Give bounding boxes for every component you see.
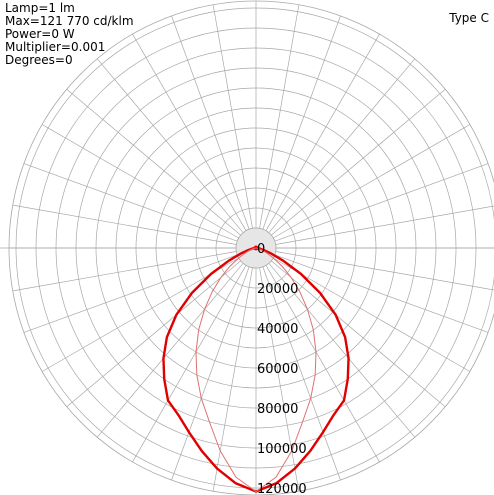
- type-label: Type C: [448, 11, 489, 25]
- grid-spoke: [96, 58, 244, 233]
- grid-spoke: [273, 257, 471, 372]
- grid-spoke: [41, 257, 239, 372]
- info-degrees: Degrees=0: [5, 53, 73, 67]
- grid-spoke: [274, 254, 489, 333]
- grid-spoke: [23, 163, 238, 242]
- grid-spoke: [268, 263, 416, 438]
- grid-spoke: [23, 254, 238, 333]
- grid-spoke: [273, 124, 471, 239]
- grid-spoke: [12, 251, 237, 292]
- grid-spoke: [41, 124, 239, 239]
- radial-tick-label: 20000: [257, 282, 298, 297]
- grid-spoke: [262, 15, 341, 230]
- radial-tick-label: 120000: [257, 482, 307, 495]
- info-lamp: Lamp=1 lm: [5, 1, 75, 15]
- grid-spoke: [96, 263, 244, 438]
- info-multiplier: Multiplier=0.001: [5, 40, 105, 54]
- grid-spoke: [259, 4, 300, 229]
- radial-tick-label: 0: [257, 242, 265, 257]
- grid-spoke: [268, 58, 416, 233]
- radial-tick-label: 100000: [257, 442, 307, 457]
- grid-spoke: [271, 88, 446, 236]
- grid-spoke: [171, 15, 250, 230]
- grid-spoke: [265, 33, 380, 231]
- grid-spoke: [212, 4, 253, 229]
- radial-tick-label: 40000: [257, 322, 298, 337]
- info-max: Max=121 770 cd/klm: [5, 14, 134, 28]
- radial-tick-label: 80000: [257, 402, 298, 417]
- grid-spoke: [132, 33, 247, 231]
- grid-spoke: [265, 265, 380, 463]
- grid-spoke: [275, 205, 494, 245]
- grid-spoke: [66, 88, 241, 236]
- grid-spoke: [171, 266, 250, 481]
- grid-spoke: [132, 265, 247, 463]
- grid-spoke: [271, 260, 446, 408]
- radial-tick-label: 60000: [257, 362, 298, 377]
- intensity-curves: [162, 246, 350, 493]
- grid-spoke: [274, 163, 489, 242]
- grid-spoke: [66, 260, 241, 408]
- radial-tick-labels: 0 20000 40000 60000 80000 100000 120000: [257, 242, 307, 495]
- grid-spoke: [275, 251, 494, 291]
- grid-spoke: [259, 267, 300, 492]
- grid-spoke: [262, 266, 341, 481]
- info-power: Power=0 W: [5, 27, 75, 41]
- grid-spoke: [12, 204, 237, 245]
- grid-spoke: [212, 267, 253, 492]
- intensity-curve-secondary: [195, 247, 317, 493]
